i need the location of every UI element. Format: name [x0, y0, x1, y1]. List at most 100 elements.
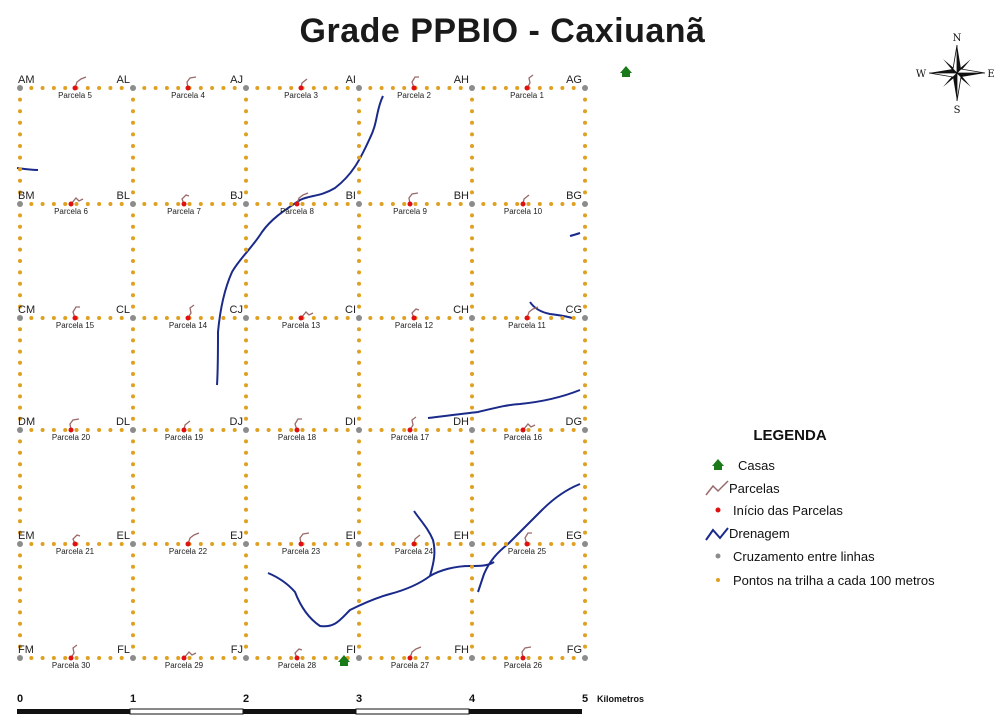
- trail-point: [357, 553, 361, 558]
- trail-point: [244, 394, 248, 399]
- trail-point: [244, 144, 248, 148]
- trail-point: [51, 656, 56, 660]
- grid-node-label: BG: [566, 190, 582, 202]
- trail-point: [357, 270, 361, 275]
- trail-point: [470, 553, 474, 558]
- grid-node-label: CL: [116, 304, 130, 316]
- trail-point: [345, 86, 350, 90]
- trail-point: [18, 416, 22, 421]
- trail-point: [97, 656, 102, 660]
- parcel-label: Parcela 25: [508, 547, 547, 556]
- trail-point: [436, 428, 441, 432]
- trail-point: [537, 202, 542, 206]
- trail-point: [470, 473, 474, 478]
- trail-point: [323, 316, 328, 320]
- trail-point: [492, 542, 497, 546]
- trail-point: [40, 202, 45, 206]
- trail-point: [503, 316, 508, 320]
- trail-point: [357, 450, 361, 455]
- trail-point: [334, 542, 339, 546]
- trail-point: [119, 202, 124, 206]
- parcel-line: [411, 308, 420, 319]
- trail-point: [583, 349, 587, 354]
- trail-point: [357, 644, 361, 649]
- trail-point: [470, 97, 474, 102]
- trail-point: [40, 316, 45, 320]
- trail-point: [503, 86, 508, 90]
- parcel-line: [183, 651, 197, 659]
- trail-point: [29, 202, 34, 206]
- trail-point: [357, 405, 361, 410]
- trail-point: [583, 644, 587, 649]
- parcel-start-point: [298, 315, 304, 321]
- trail-point: [583, 439, 587, 444]
- trail-point: [18, 564, 22, 569]
- parcel-line: [72, 534, 81, 545]
- trail-point: [345, 428, 350, 432]
- trail-point: [266, 202, 271, 206]
- trail-point: [311, 428, 316, 432]
- trail-point: [571, 656, 576, 660]
- trail-point: [198, 202, 203, 206]
- trail-point: [357, 564, 361, 569]
- trail-point: [18, 259, 22, 263]
- trail-point: [447, 86, 452, 90]
- trail-point: [379, 86, 384, 90]
- trail-point: [357, 416, 361, 421]
- trail-point: [571, 202, 576, 206]
- trail-point: [153, 656, 158, 660]
- trail-point: [131, 372, 135, 376]
- compass-rose-icon: N S E W: [916, 33, 995, 116]
- trail-point: [379, 542, 384, 546]
- trail-point: [108, 316, 113, 320]
- trail-point: [515, 316, 520, 320]
- trail-point: [583, 564, 587, 569]
- grid-node-label: CH: [453, 304, 469, 316]
- parcel-line: [296, 192, 309, 205]
- parcel-line: [187, 532, 200, 545]
- trail-point: [583, 416, 587, 421]
- parcel-label: Parcela 14: [169, 321, 208, 330]
- trail-point: [357, 293, 361, 298]
- parcel-start-point: [181, 655, 187, 661]
- trail-point: [583, 394, 587, 399]
- trail-point: [357, 144, 361, 148]
- trail-point: [470, 485, 474, 489]
- grid-node-label: AH: [454, 74, 469, 86]
- parcel-start-point: [520, 655, 526, 661]
- parcel-start-point: [411, 541, 417, 547]
- trail-point: [63, 86, 68, 90]
- parcel-start-point: [411, 315, 417, 321]
- parcel-start-point: [185, 85, 191, 91]
- trail-point: [18, 587, 22, 592]
- parcel-start-point: [524, 315, 530, 321]
- trail-point: [244, 576, 248, 581]
- trail-point: [470, 530, 474, 535]
- trail-point: [289, 86, 294, 90]
- trail-point: [526, 656, 531, 660]
- trail-point: [526, 428, 531, 432]
- trail-point: [390, 542, 395, 546]
- trail-point: [357, 530, 361, 535]
- parcel-label: Parcela 8: [280, 207, 314, 216]
- trail-point: [131, 496, 135, 501]
- grid-node-label: CM: [18, 304, 35, 316]
- grid-intersection: [17, 315, 23, 321]
- grid-node-label: BL: [117, 190, 130, 202]
- trail-point: [357, 496, 361, 501]
- trail-point: [583, 587, 587, 592]
- trail-point: [232, 316, 237, 320]
- parcel-line: [294, 418, 302, 431]
- trail-point: [289, 656, 294, 660]
- trail-point: [85, 316, 90, 320]
- trail-point: [470, 587, 474, 592]
- drainage-river-east-upper: [427, 389, 581, 419]
- trail-point: [63, 656, 68, 660]
- trail-point: [51, 428, 56, 432]
- grid-node-label: DI: [345, 416, 356, 428]
- grid-node-label: FG: [567, 644, 582, 656]
- trail-point: [164, 86, 169, 90]
- trail-point: [244, 270, 248, 275]
- trail-point: [18, 178, 22, 183]
- trail-point: [198, 542, 203, 546]
